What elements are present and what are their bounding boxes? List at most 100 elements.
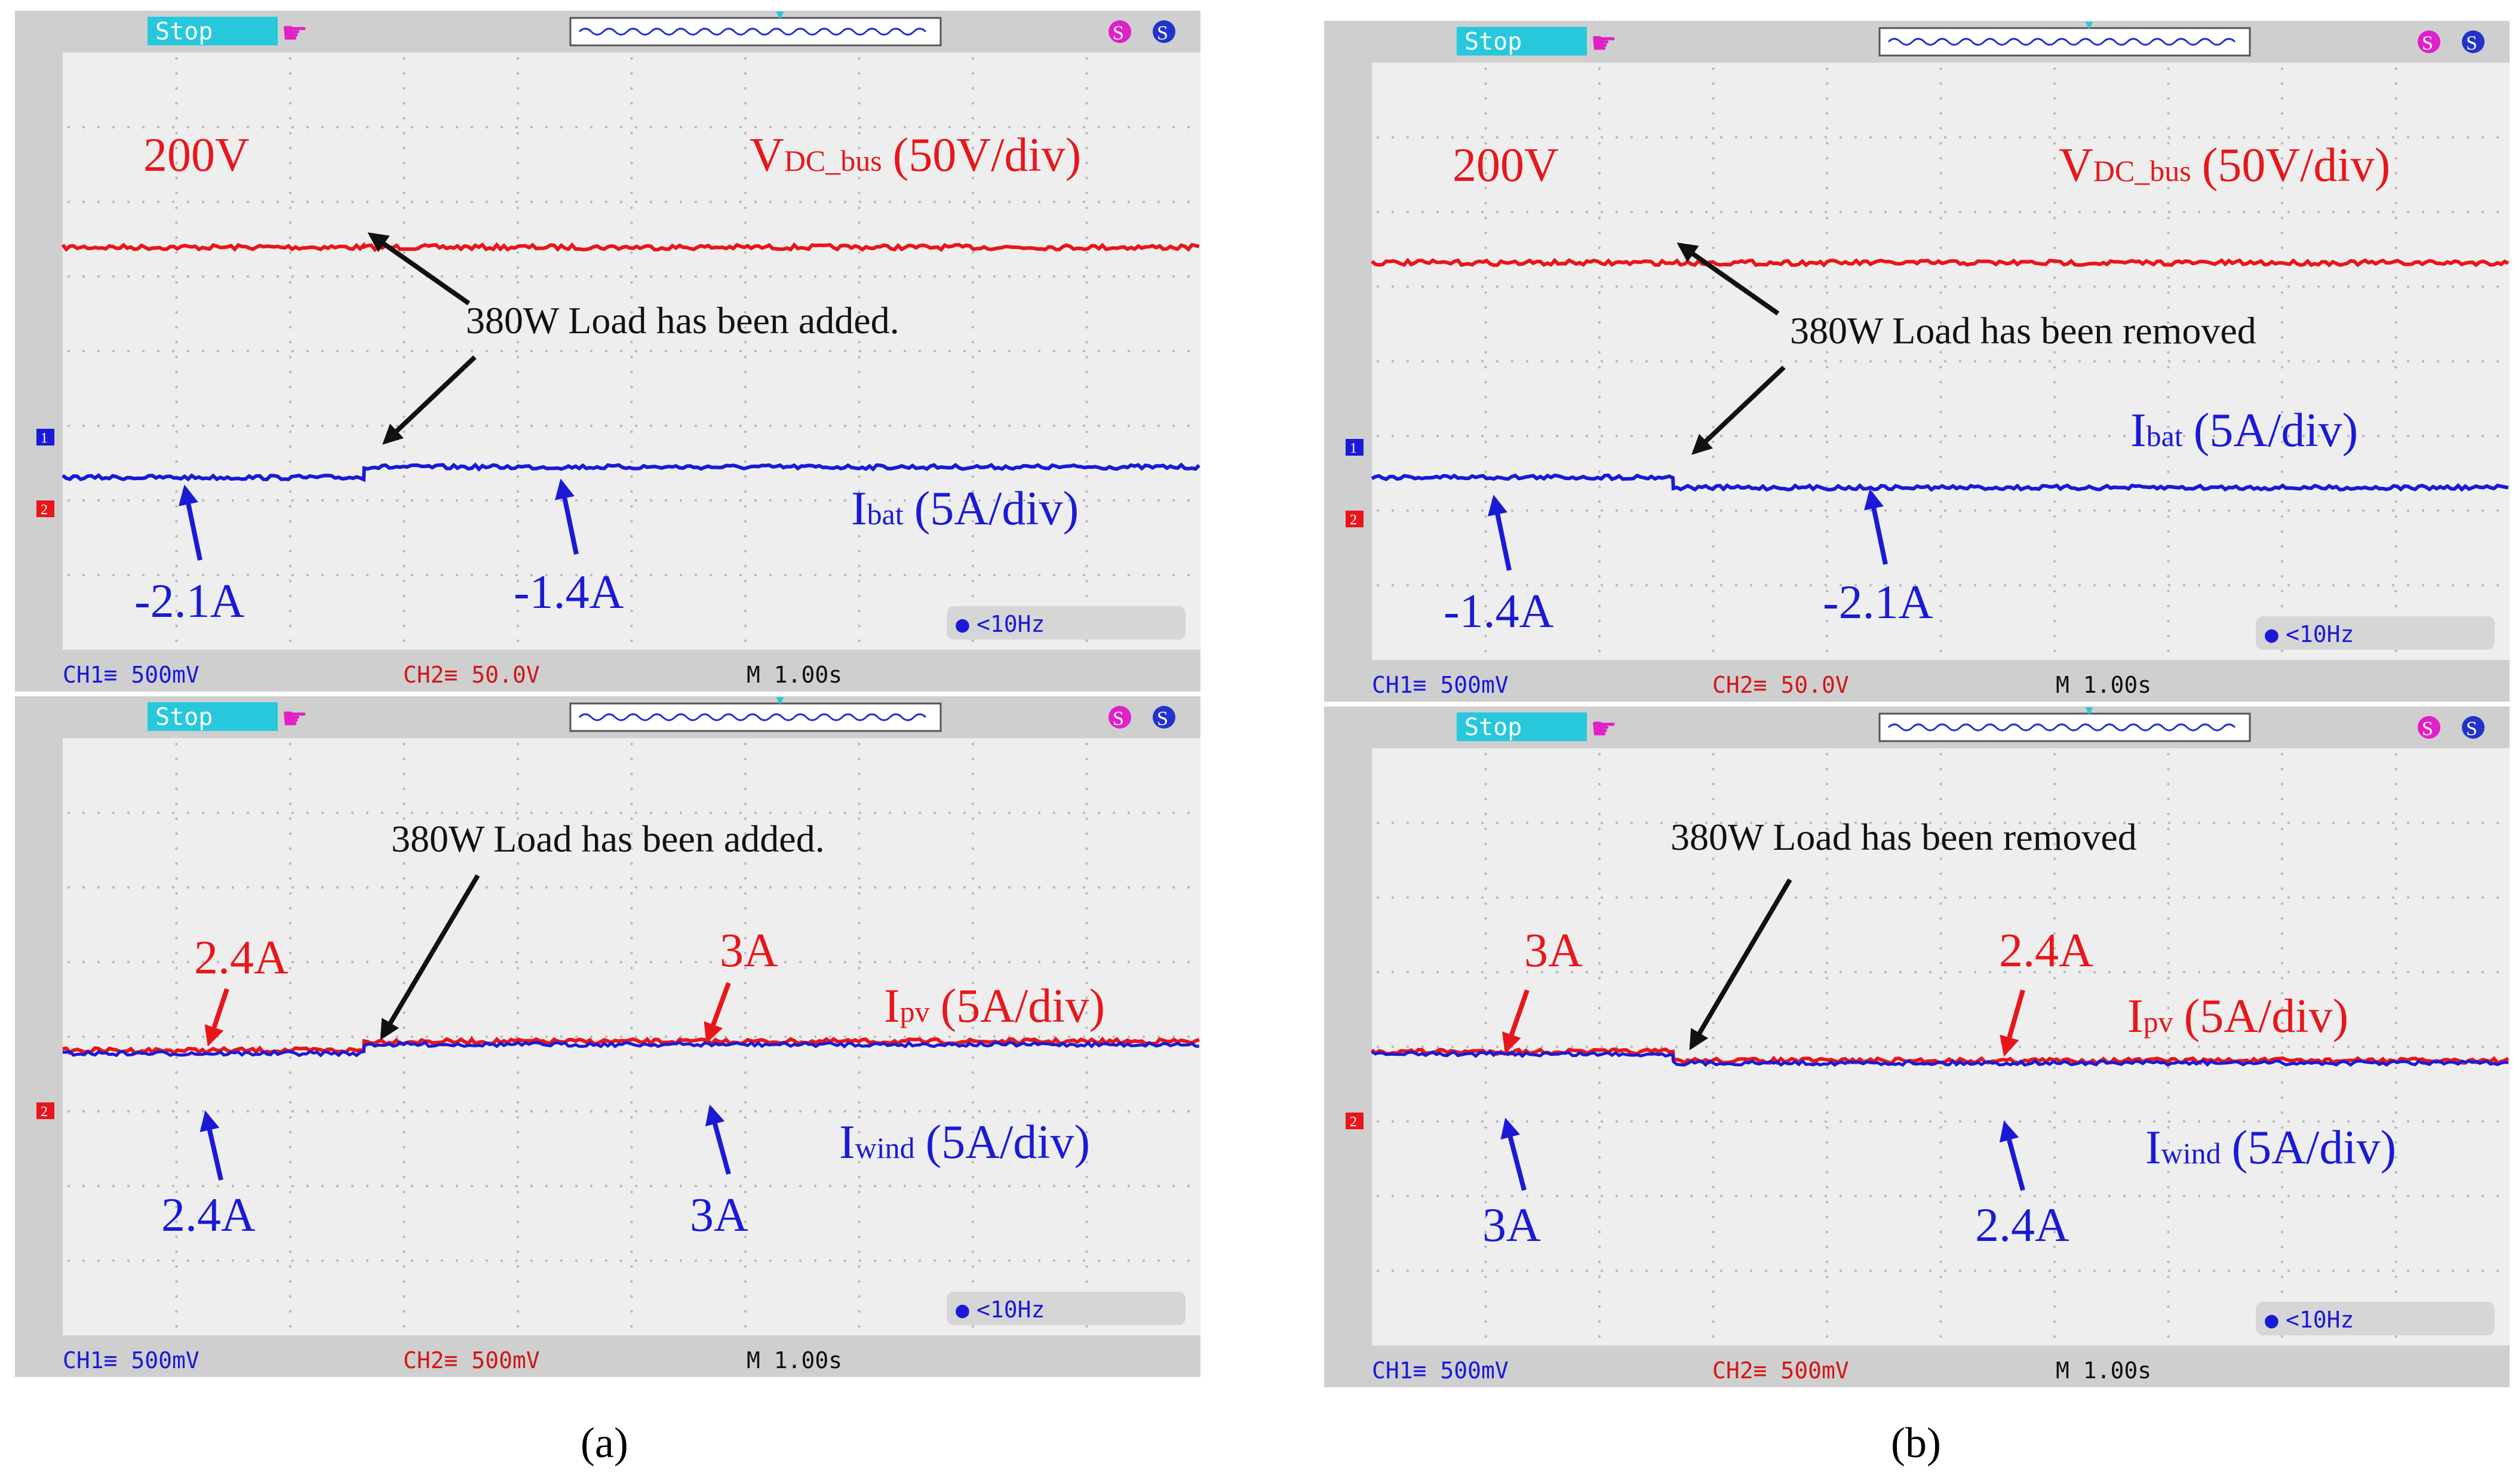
grid-dot xyxy=(1600,1120,1604,1123)
scope-status-label: Stop xyxy=(1464,28,1522,56)
grid-dot xyxy=(246,200,250,204)
grid-dot xyxy=(2302,509,2305,512)
grid-dot xyxy=(288,505,292,508)
grid-dot xyxy=(1600,896,1604,899)
grid-dot xyxy=(1600,1194,1604,1198)
grid-dot xyxy=(2302,1194,2305,1198)
grid-dot xyxy=(1421,1045,1424,1049)
grid-dot xyxy=(1973,821,1977,825)
grid-dot xyxy=(2394,604,2397,608)
grid-dot xyxy=(1142,573,1146,577)
grid-dot xyxy=(799,275,802,278)
grid-dot xyxy=(1825,410,1829,414)
grid-dot xyxy=(575,1259,578,1262)
grid-dot xyxy=(2242,583,2246,587)
grid-dot xyxy=(1958,434,1962,438)
grid-dot xyxy=(2332,1269,2335,1273)
grid-dot xyxy=(971,936,975,940)
grid-dot xyxy=(1705,1120,1708,1123)
grid-dot xyxy=(276,499,280,502)
grid-dot xyxy=(1929,509,1932,512)
grid-dot xyxy=(485,1110,489,1113)
grid-dot xyxy=(1615,210,1619,214)
grid-dot xyxy=(1988,583,1992,587)
grid-dot xyxy=(709,349,713,353)
grid-dot xyxy=(2280,1081,2284,1084)
grid-dot xyxy=(175,609,178,613)
grid-dot xyxy=(1598,156,1601,160)
trigger-position-marker-icon: ▼ xyxy=(2083,703,2096,718)
grid-dot xyxy=(1899,583,1902,587)
grid-dot xyxy=(2362,210,2365,214)
grid-dot xyxy=(201,499,205,502)
grid-dot xyxy=(410,1110,414,1113)
grid-dot xyxy=(515,1110,518,1113)
grid-dot xyxy=(142,811,145,815)
grid-dot xyxy=(744,1175,747,1179)
grid-dot xyxy=(291,1035,294,1039)
grid-dot xyxy=(1705,970,1708,974)
grid-dot xyxy=(1598,1111,1601,1114)
grid-dot xyxy=(175,505,178,508)
grid-dot xyxy=(813,1184,817,1188)
grid-dot xyxy=(744,116,747,120)
grid-dot xyxy=(2391,210,2395,214)
grid-dot xyxy=(1690,210,1693,214)
grid-dot xyxy=(516,1145,520,1149)
grid-dot xyxy=(933,200,936,204)
grid-dot xyxy=(744,221,747,225)
scope-grid xyxy=(67,57,1190,643)
grid-dot xyxy=(142,424,145,428)
grid-dot xyxy=(2033,583,2037,587)
grid-dot xyxy=(1839,896,1843,899)
grid-dot xyxy=(2280,902,2284,905)
grid-dot xyxy=(2078,1194,2081,1198)
grid-dot xyxy=(1085,102,1088,105)
grid-dot xyxy=(1436,509,1439,512)
grid-dot xyxy=(1570,821,1574,825)
grid-dot xyxy=(516,191,520,195)
grid-dot xyxy=(1598,82,1601,85)
grid-dot xyxy=(1939,201,1942,205)
grid-dot xyxy=(261,125,265,129)
grid-dot xyxy=(978,125,981,129)
grid-dot xyxy=(288,1071,292,1074)
grid-dot xyxy=(2272,1045,2276,1049)
grid-dot xyxy=(604,200,608,204)
grid-dot xyxy=(1939,560,1942,563)
grid-dot xyxy=(744,772,747,776)
grid-dot xyxy=(455,886,459,889)
trace-label-scale: (50V/div) xyxy=(2202,139,2391,192)
grid-dot xyxy=(82,960,85,964)
grid-dot xyxy=(843,200,847,204)
grid-dot xyxy=(403,311,406,314)
grid-dot xyxy=(2197,1194,2201,1198)
grid-dot xyxy=(1484,827,1487,831)
grid-dot xyxy=(2332,434,2335,438)
grid-dot xyxy=(630,505,633,508)
grid-dot xyxy=(1484,67,1487,70)
grid-dot xyxy=(82,200,85,204)
grid-dot xyxy=(744,966,747,970)
grid-dot xyxy=(516,221,520,225)
grid-dot xyxy=(1391,1269,1395,1273)
grid-dot xyxy=(2280,321,2284,324)
grid-dot xyxy=(1869,583,1872,587)
grid-dot xyxy=(500,349,503,353)
grid-dot xyxy=(1825,1320,1829,1323)
grid-dot xyxy=(516,966,520,970)
grid-dot xyxy=(2347,1194,2350,1198)
grid-dot xyxy=(1712,872,1715,875)
grid-dot xyxy=(336,1110,339,1113)
grid-dot xyxy=(2376,1120,2380,1123)
grid-dot xyxy=(1779,583,1783,587)
grid-dot xyxy=(828,424,832,428)
grid-dot xyxy=(630,236,633,239)
grid-dot xyxy=(1022,125,1026,129)
grid-dot xyxy=(2018,210,2022,214)
trace-blue-ibat xyxy=(1371,473,2509,492)
grid-dot xyxy=(1598,500,1601,503)
grid-dot xyxy=(1988,1120,1992,1123)
grid-dot xyxy=(630,892,633,895)
grid-dot xyxy=(1973,1269,1977,1273)
